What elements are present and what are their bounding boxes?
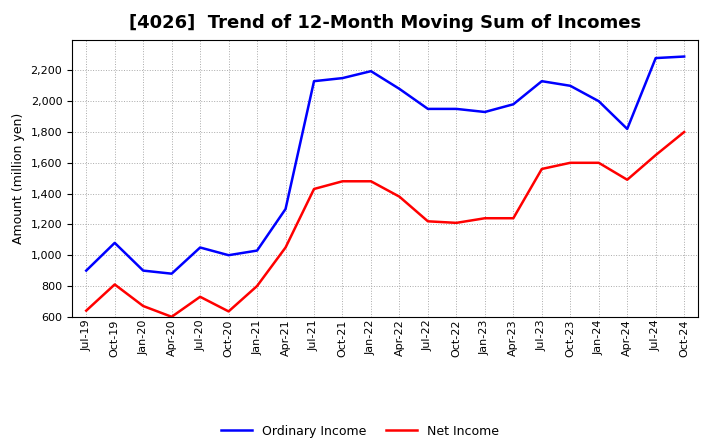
Net Income bbox=[225, 309, 233, 314]
Ordinary Income bbox=[595, 99, 603, 104]
Net Income bbox=[395, 194, 404, 199]
Ordinary Income bbox=[225, 253, 233, 258]
Ordinary Income bbox=[366, 69, 375, 74]
Ordinary Income bbox=[110, 240, 119, 246]
Net Income bbox=[652, 152, 660, 158]
Ordinary Income bbox=[652, 55, 660, 61]
Net Income bbox=[338, 179, 347, 184]
Ordinary Income bbox=[167, 271, 176, 276]
Net Income bbox=[366, 179, 375, 184]
Net Income bbox=[509, 216, 518, 221]
Line: Net Income: Net Income bbox=[86, 132, 684, 317]
Net Income bbox=[196, 294, 204, 299]
Ordinary Income bbox=[253, 248, 261, 253]
Y-axis label: Amount (million yen): Amount (million yen) bbox=[12, 113, 25, 244]
Ordinary Income bbox=[423, 106, 432, 111]
Ordinary Income bbox=[480, 109, 489, 114]
Net Income bbox=[310, 187, 318, 192]
Net Income bbox=[680, 129, 688, 135]
Net Income bbox=[623, 177, 631, 182]
Ordinary Income bbox=[310, 78, 318, 84]
Net Income bbox=[110, 282, 119, 287]
Legend: Ordinary Income, Net Income: Ordinary Income, Net Income bbox=[216, 420, 504, 440]
Net Income bbox=[480, 216, 489, 221]
Ordinary Income bbox=[82, 268, 91, 273]
Ordinary Income bbox=[509, 102, 518, 107]
Ordinary Income bbox=[282, 206, 290, 212]
Ordinary Income bbox=[623, 126, 631, 132]
Ordinary Income bbox=[338, 75, 347, 81]
Net Income bbox=[167, 314, 176, 319]
Net Income bbox=[595, 160, 603, 165]
Ordinary Income bbox=[452, 106, 461, 111]
Line: Ordinary Income: Ordinary Income bbox=[86, 56, 684, 274]
Ordinary Income bbox=[196, 245, 204, 250]
Net Income bbox=[253, 283, 261, 289]
Net Income bbox=[423, 219, 432, 224]
Ordinary Income bbox=[537, 78, 546, 84]
Title: [4026]  Trend of 12-Month Moving Sum of Incomes: [4026] Trend of 12-Month Moving Sum of I… bbox=[129, 15, 642, 33]
Ordinary Income bbox=[566, 83, 575, 88]
Net Income bbox=[537, 166, 546, 172]
Ordinary Income bbox=[395, 86, 404, 92]
Ordinary Income bbox=[139, 268, 148, 273]
Net Income bbox=[566, 160, 575, 165]
Net Income bbox=[82, 308, 91, 313]
Ordinary Income bbox=[680, 54, 688, 59]
Net Income bbox=[139, 303, 148, 308]
Net Income bbox=[282, 245, 290, 250]
Net Income bbox=[452, 220, 461, 225]
